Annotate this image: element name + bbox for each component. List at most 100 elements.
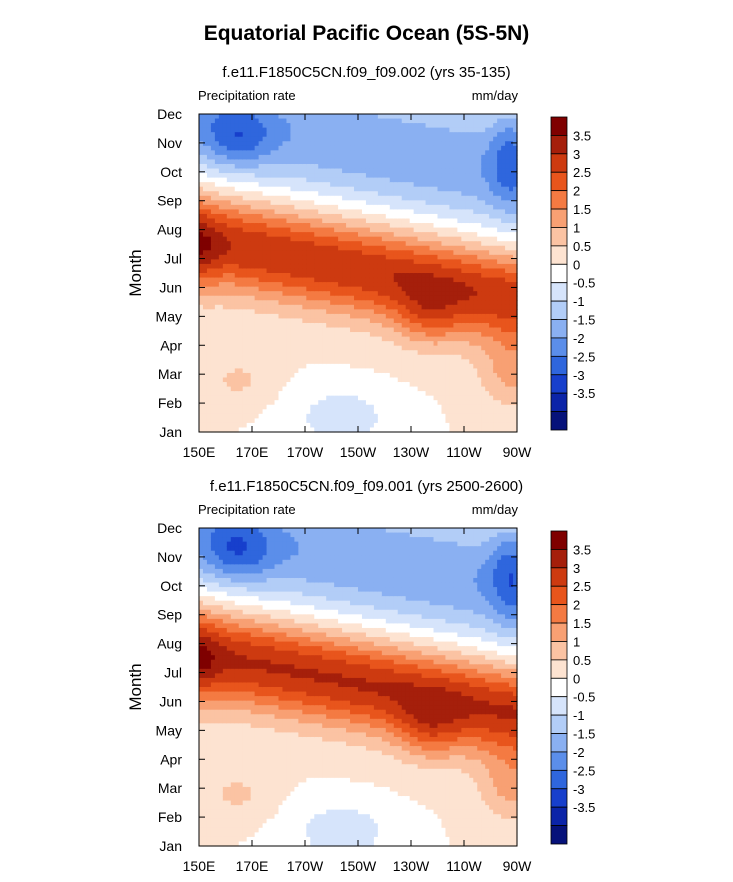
heatmap-cell <box>250 263 256 270</box>
heatmap-cell <box>282 245 288 251</box>
heatmap-cell <box>334 182 339 188</box>
heatmap-cell <box>274 254 280 260</box>
heatmap-cell <box>433 327 439 333</box>
heatmap-cell <box>457 354 462 360</box>
heatmap-cell <box>381 186 387 192</box>
heatmap-cell <box>477 386 482 392</box>
heatmap-cell <box>381 227 387 233</box>
heatmap-cell <box>290 345 295 351</box>
heatmap-cell <box>405 245 411 251</box>
heatmap-cell <box>270 250 276 256</box>
heatmap-cell <box>330 150 335 156</box>
heatmap-cell <box>206 304 212 310</box>
heatmap-cell <box>230 300 236 306</box>
heatmap-cell <box>457 232 462 238</box>
heatmap-cell <box>290 327 295 333</box>
heatmap-cell <box>465 427 470 433</box>
heatmap-cell <box>338 259 343 265</box>
heatmap-cell <box>373 150 379 156</box>
heatmap-cell <box>318 245 323 251</box>
heatmap-cell <box>254 427 260 433</box>
heatmap-cell <box>230 163 236 170</box>
heatmap-cell <box>210 322 216 329</box>
heatmap-cell <box>389 286 395 292</box>
heatmap-cell <box>354 350 359 356</box>
heatmap-cell <box>342 250 347 256</box>
heatmap-cell <box>346 154 351 161</box>
heatmap-cell <box>469 182 474 188</box>
heatmap-cell <box>278 382 284 388</box>
heatmap-cell <box>246 250 252 256</box>
heatmap-cell <box>401 218 407 224</box>
heatmap-cell <box>361 372 367 379</box>
heatmap-cell <box>461 236 466 242</box>
heatmap-cell <box>202 273 208 279</box>
heatmap-cell <box>338 209 343 215</box>
heatmap-cell <box>393 386 399 392</box>
heatmap-cell <box>310 327 315 333</box>
heatmap-cell <box>290 132 295 138</box>
heatmap-cell <box>246 127 252 133</box>
heatmap-cell <box>433 191 439 197</box>
heatmap-cell <box>278 409 284 415</box>
heatmap-cell <box>465 350 470 356</box>
heatmap-cell <box>306 268 311 274</box>
heatmap-cell <box>210 345 216 351</box>
heatmap-cell <box>270 241 276 247</box>
heatmap-cell <box>393 277 399 283</box>
heatmap-cell <box>302 350 307 356</box>
heatmap-cell <box>453 163 458 170</box>
heatmap-cell <box>413 372 419 379</box>
heatmap-cell <box>385 177 391 183</box>
heatmap-cell <box>226 182 232 188</box>
heatmap-cell <box>365 168 371 174</box>
heatmap-cell <box>417 341 423 347</box>
heatmap-cell <box>385 359 391 365</box>
heatmap-cell <box>302 236 307 242</box>
heatmap-cell <box>465 286 470 292</box>
heatmap-cell <box>385 200 391 206</box>
heatmap-cell <box>417 254 423 260</box>
heatmap-cell <box>409 282 415 288</box>
heatmap-cell <box>314 259 319 265</box>
heatmap-cell <box>413 304 419 310</box>
heatmap-cell <box>214 418 220 424</box>
heatmap-cell <box>238 400 244 406</box>
heatmap-cell <box>417 363 423 369</box>
heatmap-cell <box>401 209 407 215</box>
heatmap-cell <box>266 282 272 288</box>
heatmap-cell <box>409 427 415 433</box>
heatmap-cell <box>421 286 427 292</box>
heatmap-cell <box>461 132 466 138</box>
heatmap-cell <box>437 114 443 120</box>
heatmap-cell <box>481 145 486 151</box>
heatmap-cell <box>350 304 355 310</box>
heatmap-cell <box>238 177 244 183</box>
heatmap-cell <box>242 304 248 310</box>
heatmap-cell <box>334 359 339 365</box>
heatmap-cell <box>230 145 236 151</box>
heatmap-cell <box>326 254 331 260</box>
heatmap-cell <box>405 359 411 365</box>
heatmap-cell <box>290 291 295 297</box>
heatmap-cell <box>381 372 387 379</box>
heatmap-cell <box>401 254 407 260</box>
heatmap-cell <box>457 136 462 142</box>
heatmap-cell <box>342 413 347 419</box>
heatmap-cell <box>326 232 331 238</box>
heatmap-cell <box>230 422 236 429</box>
heatmap-cell <box>242 404 248 410</box>
heatmap-cell <box>270 132 276 138</box>
heatmap-cell <box>246 263 252 270</box>
heatmap-cell <box>401 318 407 324</box>
heatmap-cell <box>282 313 288 320</box>
heatmap-cell <box>381 204 387 210</box>
heatmap-cell <box>401 395 407 401</box>
heatmap-cell <box>199 259 204 265</box>
heatmap-cell <box>449 123 454 129</box>
heatmap-cell <box>358 250 363 256</box>
heatmap-cell <box>381 132 387 138</box>
heatmap-cell <box>214 227 220 233</box>
heatmap-cell <box>330 354 335 360</box>
heatmap-cell <box>441 313 447 320</box>
